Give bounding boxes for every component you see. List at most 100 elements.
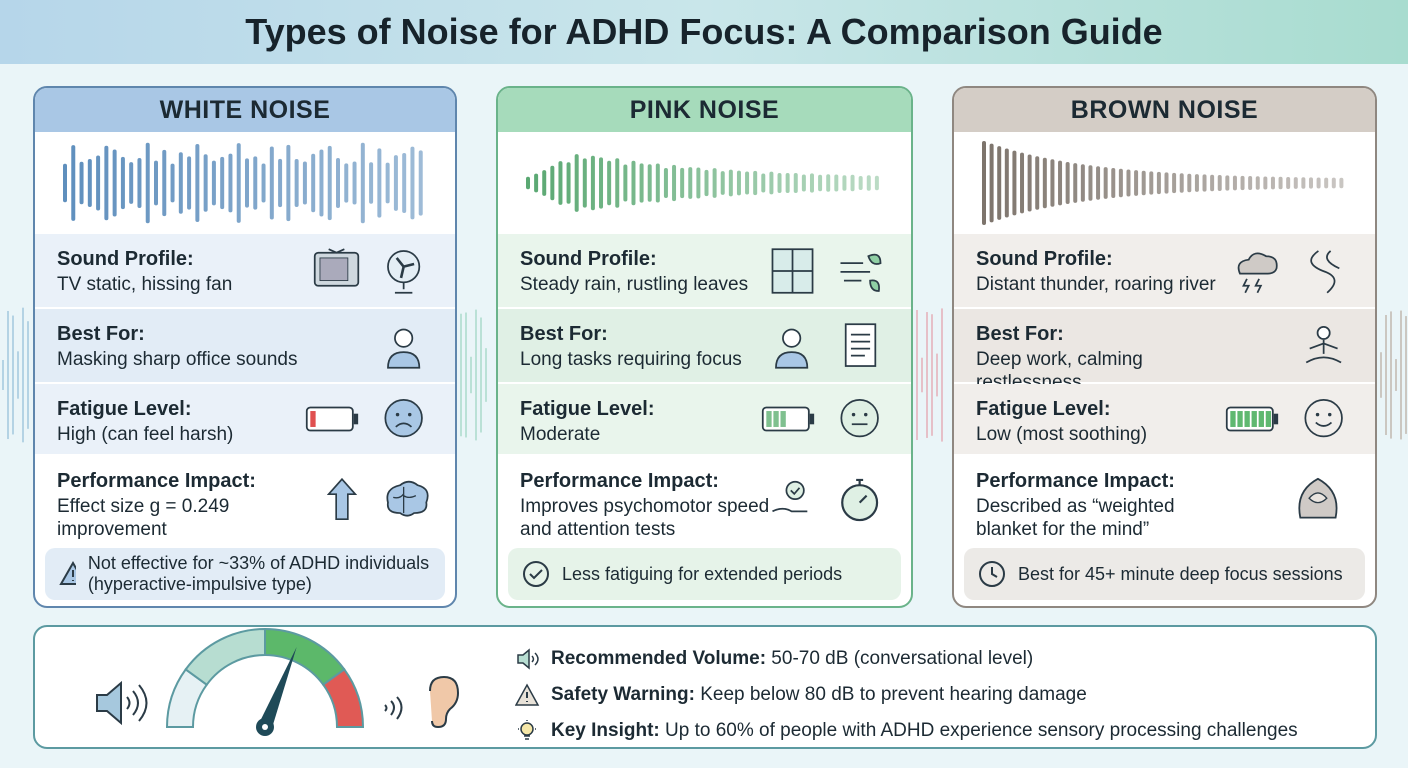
side-wave-left bbox=[2, 307, 29, 443]
wave-bar bbox=[311, 153, 316, 213]
card-note: Best for 45+ minute deep focus sessions bbox=[964, 548, 1365, 600]
wave-bar bbox=[261, 163, 266, 203]
side-wave-bar bbox=[1380, 352, 1382, 398]
perf-value: Described as “weighted blanket for the m… bbox=[976, 496, 1175, 540]
fatigue-label: Fatigue Level: bbox=[976, 398, 1111, 420]
wave-bar bbox=[1248, 176, 1253, 190]
wave-bar bbox=[1232, 175, 1237, 191]
gauge-segment bbox=[264, 627, 346, 687]
tv-icon bbox=[313, 247, 360, 287]
blanket-brain-icon bbox=[1298, 477, 1338, 519]
wave-bar bbox=[1050, 159, 1055, 207]
side-wave-bar bbox=[460, 313, 462, 437]
note-text: Less fatiguing for extended periods bbox=[562, 563, 843, 584]
wave-bar bbox=[858, 176, 863, 190]
document-icon bbox=[844, 322, 877, 367]
wave-bar bbox=[228, 153, 233, 213]
waveform bbox=[526, 154, 879, 212]
wave-bar bbox=[680, 167, 685, 199]
wave-bar bbox=[550, 165, 555, 201]
row-perf: Performance Impact: Described as “weight… bbox=[954, 456, 1375, 544]
card-header: PINK NOISE bbox=[498, 88, 911, 132]
wave-bar bbox=[402, 152, 407, 214]
wave-bar bbox=[801, 174, 806, 192]
perf-value: Effect size g = 0.249 improvement bbox=[57, 496, 230, 540]
side-wave-mid1 bbox=[460, 309, 487, 441]
gauge-needle bbox=[258, 647, 297, 730]
wave-bar bbox=[1278, 176, 1283, 190]
wind-leaves-icon bbox=[840, 253, 882, 292]
headset-person-icon bbox=[387, 328, 421, 369]
fatigue-label: Fatigue Level: bbox=[520, 398, 655, 420]
gauge-segment bbox=[184, 627, 266, 687]
wave-bar bbox=[170, 163, 175, 203]
wave-bar bbox=[688, 167, 693, 199]
side-wave-bar bbox=[1390, 311, 1392, 439]
wave-bar bbox=[997, 146, 1002, 220]
fact-text: 50-70 dB (conversational level) bbox=[766, 648, 1034, 669]
wave-bar bbox=[769, 171, 774, 195]
sound-label: Sound Profile: bbox=[976, 248, 1113, 270]
note-text: Not effective for ~33% of ADHD individua… bbox=[87, 553, 430, 594]
fact-text: Keep below 80 dB to prevent hearing dama… bbox=[694, 684, 1087, 705]
row-fatigue: Fatigue Level: Moderate bbox=[498, 384, 911, 454]
wave-bar bbox=[1194, 174, 1199, 192]
fan-icon bbox=[387, 249, 421, 294]
wave-bar bbox=[1134, 170, 1139, 196]
wave-bar bbox=[1270, 176, 1275, 190]
row-best: Best For: Long tasks requiring focus bbox=[498, 309, 911, 382]
wave-bar bbox=[211, 160, 216, 206]
wave-bar bbox=[534, 173, 539, 193]
side-wave-bar bbox=[1405, 316, 1407, 434]
wave-bar bbox=[834, 174, 839, 192]
wave-bar bbox=[842, 175, 847, 191]
wave-bar bbox=[599, 157, 604, 209]
wave-bar bbox=[728, 169, 733, 197]
wave-bar bbox=[418, 150, 423, 216]
side-wave-bar bbox=[480, 317, 482, 433]
side-wave-bar bbox=[1395, 359, 1397, 391]
wave-bar bbox=[195, 144, 200, 222]
row-best: Best For: Masking sharp office sounds bbox=[35, 309, 455, 382]
wave-bar bbox=[1156, 171, 1161, 195]
wave-bar bbox=[79, 161, 84, 205]
wave-bar bbox=[793, 172, 798, 194]
side-wave-bar bbox=[470, 356, 472, 394]
wave-bar bbox=[369, 162, 374, 204]
side-wave-bar bbox=[941, 308, 943, 442]
sound-label: Sound Profile: bbox=[57, 248, 194, 270]
wave-bar bbox=[1324, 177, 1329, 189]
wave-bar bbox=[1164, 172, 1169, 194]
battery-icon bbox=[761, 406, 815, 432]
wave-bar bbox=[1073, 163, 1078, 203]
wave-bar bbox=[639, 163, 644, 203]
wave-bar bbox=[253, 156, 258, 210]
perf-label: Performance Impact: bbox=[976, 470, 1175, 492]
wave-bar bbox=[818, 174, 823, 192]
neutral-face-icon bbox=[840, 398, 879, 438]
wave-bar bbox=[278, 158, 283, 208]
fact-text: Up to 60% of people with ADHD experience… bbox=[659, 720, 1298, 741]
side-wave-bar bbox=[7, 310, 9, 440]
side-wave-bar bbox=[465, 312, 467, 438]
wave-bar bbox=[1012, 150, 1017, 216]
fact-item: Recommended Volume: 50-70 dB (conversati… bbox=[515, 641, 1298, 677]
wave-bar bbox=[1331, 177, 1336, 189]
wave-bar bbox=[696, 167, 701, 199]
title-bar: Types of Noise for ADHD Focus: A Compari… bbox=[0, 0, 1408, 64]
fact-item: Safety Warning: Keep below 80 dB to prev… bbox=[515, 677, 1298, 713]
laptop-person-icon bbox=[775, 328, 809, 369]
side-wave-mid2 bbox=[916, 308, 943, 442]
wave-bar bbox=[526, 176, 530, 190]
wave-bar bbox=[385, 162, 390, 204]
wave-bar bbox=[178, 152, 183, 214]
wave-bar bbox=[558, 161, 563, 205]
note-text: Best for 45+ minute deep focus sessions bbox=[1018, 563, 1343, 584]
wave-bar bbox=[1096, 166, 1101, 200]
check-circle-icon bbox=[523, 561, 549, 587]
wave-bar bbox=[410, 146, 415, 220]
wave-bar bbox=[377, 148, 382, 218]
waveform bbox=[63, 142, 423, 224]
wave-bar bbox=[1020, 152, 1025, 214]
wave-bar bbox=[753, 170, 758, 196]
